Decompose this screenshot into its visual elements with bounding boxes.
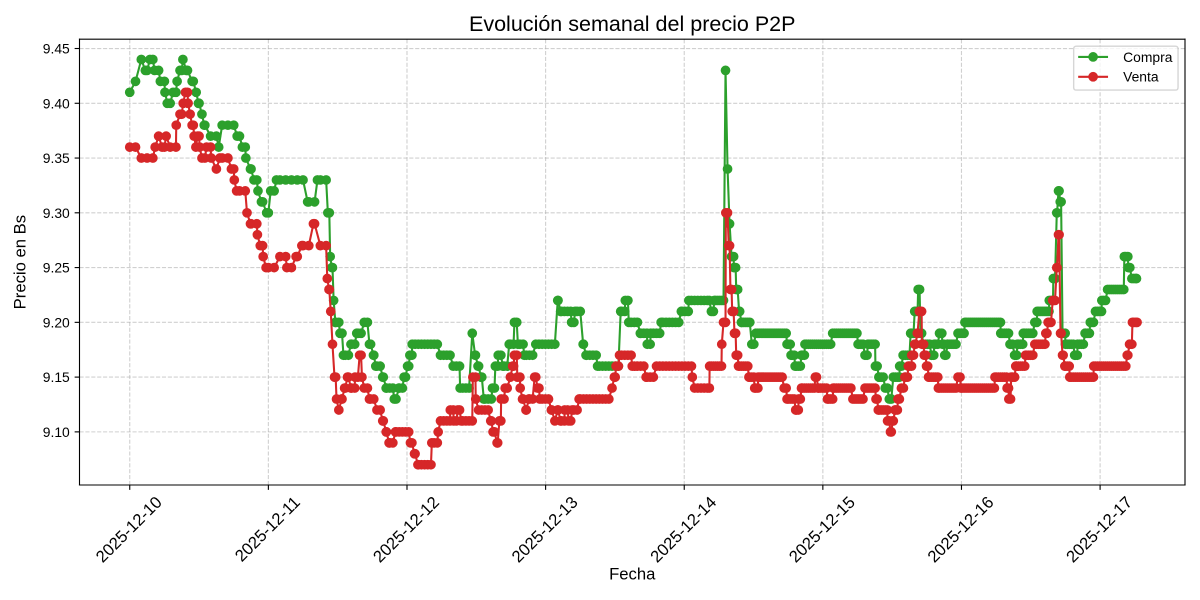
svg-text:9.25: 9.25: [43, 260, 70, 276]
svg-text:Compra: Compra: [1123, 49, 1173, 65]
svg-text:9.35: 9.35: [43, 150, 70, 166]
svg-text:9.10: 9.10: [43, 424, 70, 440]
svg-text:Evolución semanal del precio P: Evolución semanal del precio P2P: [469, 12, 796, 36]
svg-text:9.40: 9.40: [43, 95, 70, 111]
svg-text:Venta: Venta: [1123, 69, 1159, 85]
svg-text:9.45: 9.45: [43, 41, 70, 57]
svg-text:Precio en Bs: Precio en Bs: [10, 215, 29, 309]
svg-text:9.30: 9.30: [43, 205, 70, 221]
svg-text:9.15: 9.15: [43, 369, 70, 385]
svg-text:Fecha: Fecha: [609, 564, 656, 583]
svg-text:9.20: 9.20: [43, 314, 70, 330]
